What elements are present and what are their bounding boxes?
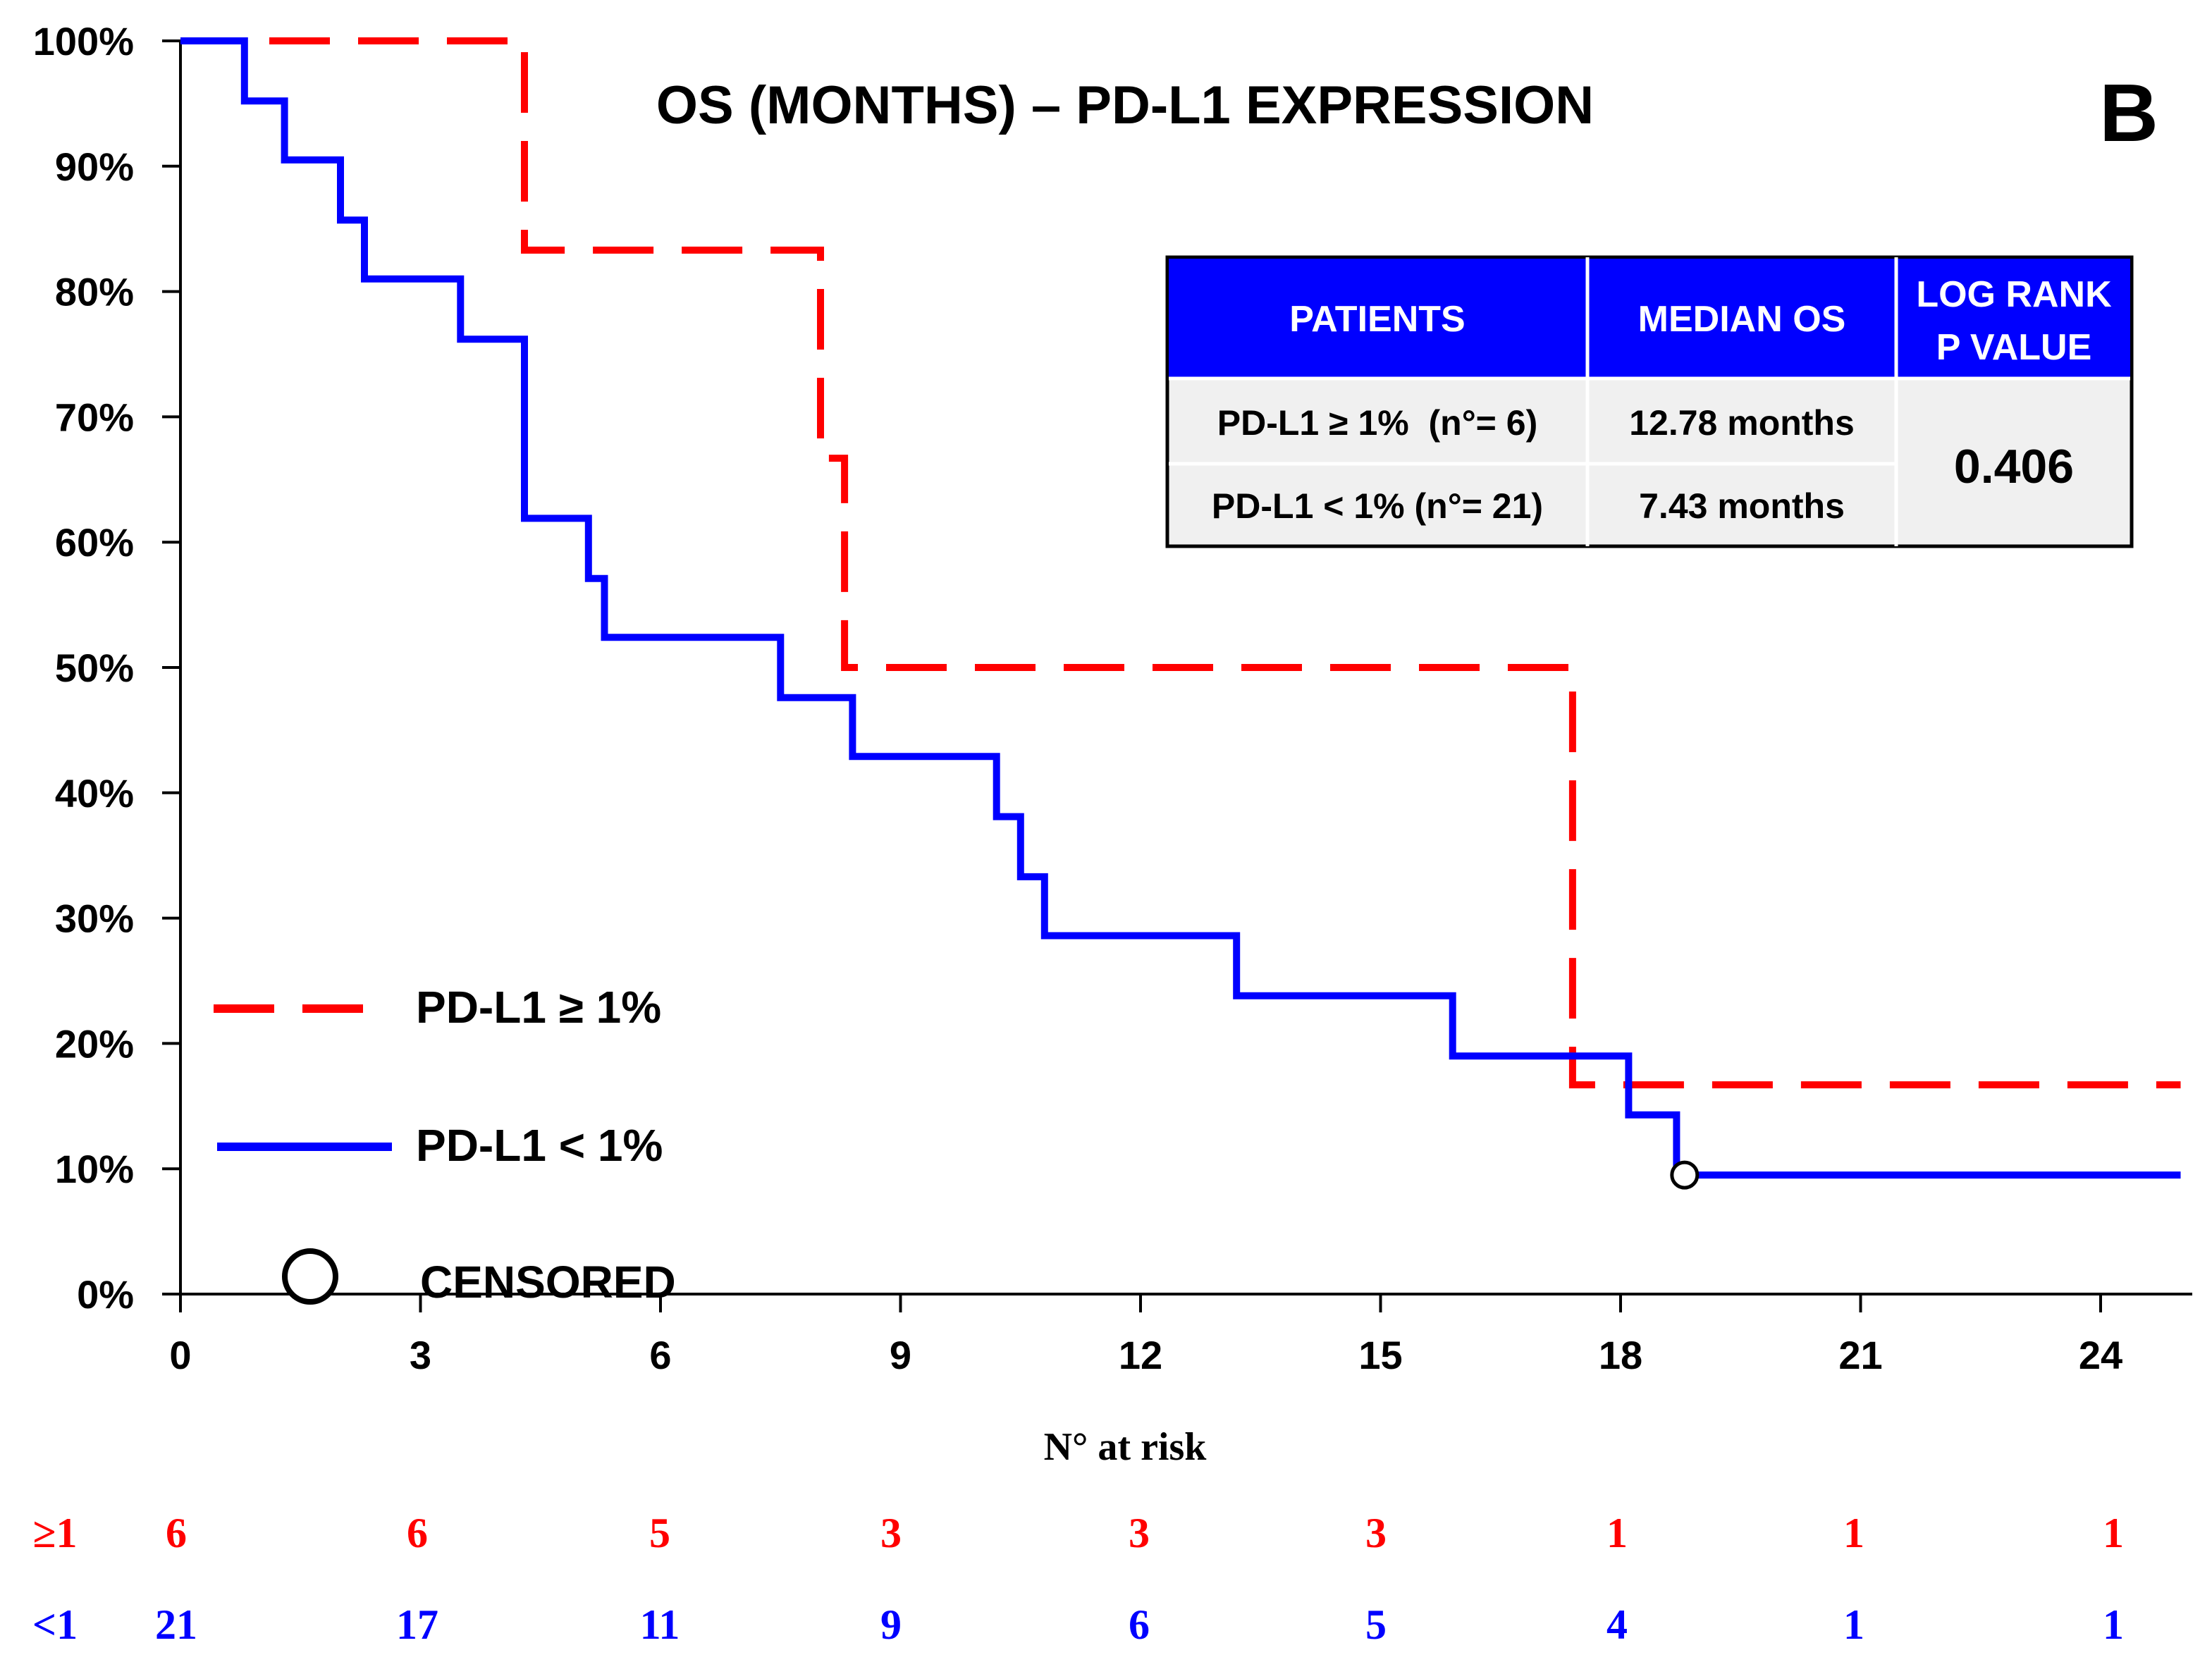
y-tick-label: 60% (55, 520, 134, 565)
censor-marks (1670, 1160, 1700, 1190)
x-tick-label: 3 (410, 1333, 431, 1377)
chart-title: OS (MONTHS) – PD-L1 EXPRESSION (656, 75, 1594, 135)
legend-censored-marker (282, 1248, 338, 1305)
x-tick-label: 24 (2079, 1333, 2122, 1377)
at-risk-value-high: 1 (1606, 1510, 1628, 1556)
at-risk-value-high: 1 (2103, 1510, 2124, 1556)
at-risk-value-high: 5 (649, 1510, 670, 1556)
y-tick-label: 70% (55, 395, 134, 439)
table-cell-median-row2: 7.43 months (1639, 486, 1845, 526)
at-risk-value-high: 6 (166, 1510, 187, 1556)
at-risk-value-low: 9 (880, 1601, 902, 1648)
legend-label-pdl1-low: PD-L1 < 1% (416, 1120, 663, 1171)
y-tick-label: 80% (55, 270, 134, 314)
y-tick-label: 100% (33, 19, 134, 63)
at-risk-value-high: 3 (1365, 1510, 1387, 1556)
y-tick-label: 10% (55, 1147, 134, 1191)
y-tick-label: 30% (55, 897, 134, 941)
table-header-patients: PATIENTS (1289, 299, 1465, 340)
at-risk-value-low: 5 (1365, 1601, 1387, 1648)
at-risk-value-low: 11 (640, 1601, 680, 1648)
table-header-log-rank: LOG RANK (1916, 274, 2112, 315)
at-risk-value-high: 3 (880, 1510, 902, 1556)
at-risk-value-low: 21 (155, 1601, 197, 1648)
at-risk-value-high: 3 (1129, 1510, 1150, 1556)
at-risk-value-low: 6 (1129, 1601, 1150, 1648)
x-tick-label: 9 (890, 1333, 911, 1377)
y-tick-label: 50% (55, 646, 134, 690)
x-tick-label: 6 (649, 1333, 671, 1377)
table-header-bg (1169, 259, 2130, 378)
at-risk-value-low: 1 (1843, 1601, 1864, 1648)
legend-label-censored: CENSORED (420, 1257, 676, 1307)
at-risk-values: 6 6 5 3 3 3 1 1 121 17 11 9 6 5 4 1 1 (155, 1510, 2124, 1648)
at-risk-value-low: 4 (1606, 1601, 1628, 1648)
at-risk-label-high: ≥1 (33, 1510, 78, 1556)
table-header-p-value: P VALUE (1936, 327, 2092, 368)
y-tick-label: 20% (55, 1021, 134, 1066)
legend-label-pdl1-high: PD-L1 ≥ 1% (416, 982, 661, 1033)
legend: PD-L1 ≥ 1% PD-L1 < 1% CENSORED (214, 982, 676, 1307)
y-ticks: 0% 10% 20% 30% 40% 50% 60% 70% 80% 90% 100% (33, 19, 180, 1317)
y-tick-label: 40% (55, 771, 134, 815)
x-ticks: 0 3 6 9 12 15 18 21 24 (169, 1294, 2122, 1377)
x-tick-label: 0 (169, 1333, 191, 1377)
x-tick-label: 21 (1838, 1333, 1882, 1377)
table-header-median-os: MEDIAN OS (1638, 299, 1846, 340)
y-tick-label: 0% (77, 1272, 134, 1317)
y-tick-label: 90% (55, 144, 134, 189)
series-line-pdl1-high (180, 37, 2181, 1089)
table-cell-patients-row1: PD-L1 ≥ 1% (n°= 6) (1217, 403, 1537, 443)
at-risk-title: N° at risk (1044, 1425, 1208, 1469)
x-tick-label: 18 (1599, 1333, 1642, 1377)
survival-curves (180, 37, 2181, 1179)
at-risk-label-low: <1 (32, 1601, 78, 1648)
at-risk-value-low: 1 (2103, 1601, 2124, 1648)
x-tick-label: 12 (1119, 1333, 1162, 1377)
panel-label: B (2099, 67, 2158, 159)
table-cell-median-row1: 12.78 months (1629, 403, 1855, 443)
series-line-pdl1-low (180, 37, 2181, 1179)
censored-marker (1670, 1160, 1700, 1190)
table-cell-patients-row2: PD-L1 < 1% (n°= 21) (1212, 486, 1543, 526)
table-cell-p-value: 0.406 (1954, 440, 2074, 493)
at-risk-value-low: 17 (396, 1601, 438, 1648)
x-tick-label: 15 (1358, 1333, 1402, 1377)
at-risk-value-high: 6 (407, 1510, 428, 1556)
summary-table: PATIENTS MEDIAN OS LOG RANK P VALUE PD-L… (1165, 255, 2134, 548)
at-risk-value-high: 1 (1843, 1510, 1864, 1556)
